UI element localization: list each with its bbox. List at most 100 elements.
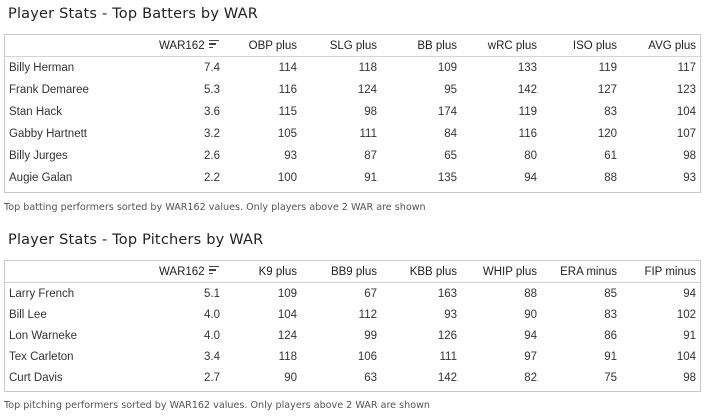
cell-iso-plus: 83: [604, 106, 617, 118]
cell-kbb-plus: 126: [437, 329, 457, 342]
pitchers-col-fip-minus[interactable]: FIP minus: [623, 261, 702, 283]
cell-wrc-plus: 80: [524, 150, 537, 162]
cell-avg-plus: 107: [676, 128, 696, 140]
cell-slg-plus: 91: [364, 172, 377, 184]
cell-era-minus: 85: [604, 287, 617, 300]
batters-col-avg-plus[interactable]: AVG plus: [623, 35, 702, 57]
cell-k9-plus: 118: [278, 350, 297, 363]
cell-bb9-plus: 99: [364, 329, 377, 342]
pitchers-header-row: WAR162 K9 plus BB9 plus KBB plus WHIP pl…: [5, 261, 702, 283]
cell-k9-plus: 109: [277, 287, 297, 300]
cell-fip-minus: 94: [683, 287, 696, 300]
cell-fip-minus: 98: [683, 371, 696, 384]
player-name: Frank Demaree: [9, 84, 89, 96]
cell-slg-plus: 87: [364, 150, 377, 162]
sort-descending-icon[interactable]: [208, 265, 219, 275]
cell-war162: 7.4: [204, 62, 220, 74]
batters-title: Player Stats - Top Batters by WAR: [8, 6, 259, 22]
batters-header-row: WAR162 OBP plus SLG plus BB plus wRC plu…: [5, 35, 702, 57]
table-row: Larry French 5.1 109 67 163 88 85 94: [5, 283, 702, 305]
cell-bb9-plus: 67: [364, 287, 377, 300]
sort-descending-icon[interactable]: [208, 39, 219, 49]
cell-war162: 4.0: [204, 308, 220, 321]
cell-wrc-plus: 94: [524, 172, 537, 184]
cell-avg-plus: 123: [676, 84, 696, 96]
batters-col-slg-plus[interactable]: SLG plus: [303, 35, 383, 57]
cell-bb9-plus: 106: [357, 350, 377, 363]
table-row: Billy Herman 7.4 114 118 109 133 119 117: [5, 57, 702, 80]
player-name: Gabby Hartnett: [9, 128, 87, 140]
cell-era-minus: 91: [604, 350, 617, 363]
batters-col-obp-plus[interactable]: OBP plus: [226, 35, 303, 57]
cell-slg-plus: 118: [358, 62, 377, 74]
cell-iso-plus: 127: [597, 84, 617, 96]
table-row: Tex Carleton 3.4 118 106 111 97 91 104: [5, 346, 702, 367]
pitchers-col-name: [5, 261, 145, 283]
cell-avg-plus: 93: [683, 172, 696, 184]
pitchers-table: WAR162 K9 plus BB9 plus KBB plus WHIP pl…: [5, 261, 702, 388]
pitchers-col-k9-plus[interactable]: K9 plus: [226, 261, 303, 283]
pitchers-col-kbb-plus[interactable]: KBB plus: [383, 261, 463, 283]
table-row: Stan Hack 3.6 115 98 174 119 83 104: [5, 101, 702, 123]
table-row: Curt Davis 2.7 90 63 142 82 75 98: [5, 367, 702, 388]
cell-bb-plus: 84: [444, 128, 457, 140]
cell-slg-plus: 111: [359, 128, 377, 140]
pitchers-col-era-minus[interactable]: ERA minus: [543, 261, 623, 283]
table-row: Billy Jurges 2.6 93 87 65 80 61 98: [5, 145, 702, 167]
table-row: Bill Lee 4.0 104 112 93 90 83 102: [5, 304, 702, 325]
cell-iso-plus: 61: [604, 150, 617, 162]
pitchers-title: Player Stats - Top Pitchers by WAR: [8, 232, 264, 248]
batters-table: WAR162 OBP plus SLG plus BB plus wRC plu…: [5, 35, 702, 189]
cell-whip-plus: 90: [524, 308, 537, 321]
cell-bb-plus: 65: [444, 150, 457, 162]
cell-war162: 3.2: [204, 128, 220, 140]
cell-whip-plus: 82: [524, 371, 537, 384]
table-row: Lon Warneke 4.0 124 99 126 94 86 91: [5, 325, 702, 346]
batters-col-war162-label: WAR162: [159, 39, 205, 52]
cell-kbb-plus: 142: [437, 371, 457, 384]
cell-era-minus: 86: [604, 329, 617, 342]
table-row: Frank Demaree 5.3 116 124 95 142 127 123: [5, 79, 702, 101]
cell-kbb-plus: 93: [444, 308, 457, 321]
cell-bb-plus: 109: [437, 62, 457, 74]
player-name: Bill Lee: [9, 308, 47, 321]
player-name: Billy Jurges: [9, 150, 68, 162]
cell-bb-plus: 95: [444, 84, 457, 96]
cell-wrc-plus: 133: [517, 62, 537, 74]
player-name: Tex Carleton: [9, 350, 74, 363]
cell-obp-plus: 116: [278, 84, 297, 96]
cell-slg-plus: 98: [364, 106, 377, 118]
cell-war162: 3.6: [204, 106, 220, 118]
cell-bb-plus: 174: [437, 106, 457, 118]
cell-whip-plus: 88: [524, 287, 537, 300]
cell-obp-plus: 105: [277, 128, 297, 140]
batters-col-war162[interactable]: WAR162: [145, 35, 226, 57]
cell-era-minus: 83: [604, 308, 617, 321]
batters-col-iso-plus[interactable]: ISO plus: [543, 35, 623, 57]
pitchers-col-war162-label: WAR162: [159, 265, 205, 278]
cell-bb9-plus: 112: [358, 308, 377, 321]
cell-avg-plus: 98: [683, 150, 696, 162]
cell-fip-minus: 91: [683, 329, 696, 342]
batters-col-bb-plus[interactable]: BB plus: [383, 35, 463, 57]
cell-war162: 2.7: [204, 371, 220, 384]
cell-war162: 2.2: [204, 172, 220, 184]
cell-obp-plus: 114: [278, 62, 297, 74]
batters-col-wrc-plus[interactable]: wRC plus: [463, 35, 543, 57]
pitchers-col-whip-plus[interactable]: WHIP plus: [463, 261, 543, 283]
cell-war162: 2.6: [204, 150, 220, 162]
cell-whip-plus: 94: [524, 329, 537, 342]
pitchers-col-war162[interactable]: WAR162: [145, 261, 226, 283]
cell-avg-plus: 104: [676, 106, 696, 118]
cell-fip-minus: 104: [676, 350, 696, 363]
cell-avg-plus: 117: [677, 62, 696, 74]
batters-col-name: [5, 35, 145, 57]
pitchers-table-container: WAR162 K9 plus BB9 plus KBB plus WHIP pl…: [4, 260, 702, 392]
cell-slg-plus: 124: [357, 84, 377, 96]
cell-iso-plus: 120: [597, 128, 617, 140]
cell-war162: 5.1: [204, 287, 220, 300]
player-name: Curt Davis: [9, 371, 63, 384]
cell-bb9-plus: 63: [364, 371, 377, 384]
pitchers-col-bb9-plus[interactable]: BB9 plus: [303, 261, 383, 283]
batters-table-container: WAR162 OBP plus SLG plus BB plus wRC plu…: [4, 34, 702, 193]
